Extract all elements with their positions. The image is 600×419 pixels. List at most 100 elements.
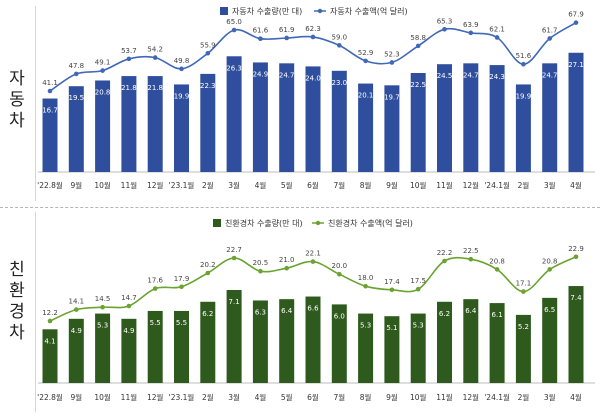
x-tick-label: 2월 [202, 392, 214, 402]
bar [147, 76, 163, 172]
line-point [468, 256, 474, 262]
line-value-label: 20.0 [332, 262, 348, 270]
bar-value-label: 19.7 [384, 93, 400, 101]
bar-value-label: 6.5 [544, 306, 555, 314]
line-point [310, 34, 316, 40]
line-value-label: 41.1 [42, 79, 58, 87]
bar [410, 73, 426, 172]
bar [42, 98, 58, 172]
bar [542, 63, 558, 172]
line-point [258, 268, 263, 274]
line-point [47, 318, 53, 324]
x-tick-label: '24.1월 [484, 180, 510, 190]
bar [515, 314, 531, 383]
line-point [415, 43, 421, 49]
bar [279, 299, 295, 383]
bar-value-label: 24.3 [489, 73, 505, 81]
line-value-label: 52.3 [384, 50, 400, 58]
bar [410, 313, 426, 383]
bar [515, 84, 531, 172]
line-value-label: 20.5 [253, 259, 269, 267]
bar-value-label: 26.3 [226, 64, 242, 72]
line-point [310, 259, 316, 264]
bar-value-label: 21.8 [121, 84, 137, 92]
line-value-label: 61.9 [279, 26, 295, 34]
line-point [47, 88, 53, 94]
line-point [494, 35, 500, 40]
x-tick-label: 4월 [570, 392, 582, 402]
panel-label-char: 차 [9, 110, 25, 131]
bar [68, 318, 84, 383]
x-tick-label: 2월 [518, 180, 530, 190]
line-value-label: 65.3 [437, 17, 453, 25]
line-value-label: 62.1 [489, 25, 505, 33]
x-tick-label: 8월 [360, 392, 372, 402]
x-tick-label: 9월 [70, 180, 82, 190]
x-tick-label: 3월 [544, 392, 556, 402]
x-tick-label: 9월 [386, 392, 398, 402]
line-point [389, 287, 395, 293]
x-tick-label: '22.8월 [37, 180, 63, 190]
panel-label-char: 친 [9, 260, 25, 280]
bar-value-label: 6.6 [307, 305, 319, 313]
line-value-label: 12.2 [42, 309, 58, 317]
bar [437, 64, 452, 172]
x-tick-label: 7월 [333, 180, 345, 190]
x-tick-label: 9월 [70, 392, 82, 402]
x-tick-label: 3월 [228, 180, 240, 190]
bar-value-label: 4.9 [123, 327, 134, 335]
bar [568, 286, 584, 383]
line-value-label: 21.0 [279, 256, 295, 264]
bar [384, 85, 400, 172]
panel-label-char: 자 [9, 68, 25, 89]
legend-bar-swatch [213, 219, 221, 227]
legend-line-label: 자동차 수출액(억 달러) [330, 6, 408, 16]
x-tick-label: '22.8월 [37, 392, 63, 402]
bar-value-label: 19.9 [516, 92, 532, 100]
x-tick-label: 6월 [307, 180, 319, 190]
line-point [442, 26, 447, 32]
line-point [363, 58, 368, 64]
x-tick-label: 3월 [544, 180, 556, 190]
legend-bar-swatch [220, 7, 228, 15]
x-tick-label: 10월 [94, 392, 111, 402]
line-value-label: 49.1 [95, 59, 111, 67]
bar [384, 316, 400, 383]
legend-bar-label: 친환경차 수출량(만 대) [225, 218, 303, 228]
line-point [521, 61, 526, 67]
line-value-label: 63.9 [463, 21, 479, 29]
line-point [547, 36, 552, 41]
line-point [231, 27, 237, 33]
line-point [205, 50, 211, 56]
bar-value-label: 20.1 [358, 92, 374, 100]
panel-label-eco: 친 환 경 차 [0, 252, 34, 352]
line-point [415, 286, 421, 292]
x-tick-label: 6월 [307, 392, 319, 402]
bar-value-label: 5.5 [176, 319, 187, 327]
bar-value-label: 27.1 [568, 61, 584, 69]
line-value-label: 17.1 [516, 280, 532, 288]
line-point [179, 284, 184, 290]
line-point [442, 258, 447, 264]
line-value-label: 58.8 [410, 34, 426, 42]
bar-value-label: 6.2 [439, 310, 450, 318]
line-point [152, 286, 158, 291]
bar-value-label: 5.3 [97, 322, 108, 330]
bar [68, 86, 84, 172]
line-point [389, 60, 395, 65]
line-value-label: 22.1 [305, 250, 321, 258]
panel-label-char: 경 [9, 302, 25, 322]
bar-value-label: 19.5 [69, 94, 85, 102]
bar [358, 313, 374, 383]
x-tick-label: 12월 [147, 392, 164, 402]
bar-value-label: 5.3 [360, 322, 371, 330]
line-value-label: 59.0 [332, 33, 348, 41]
bar-value-label: 5.5 [150, 319, 161, 327]
line-value-label: 17.4 [384, 278, 400, 286]
line-value-label: 61.6 [253, 27, 269, 35]
bar [463, 299, 479, 383]
line-value-label: 17.9 [174, 275, 190, 283]
bar-value-label: 6.3 [255, 308, 266, 316]
bar-value-label: 21.8 [147, 84, 163, 92]
